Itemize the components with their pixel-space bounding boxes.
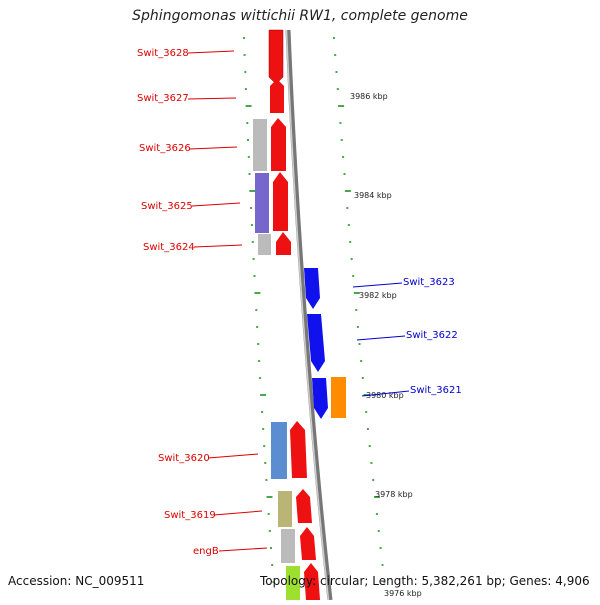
scale-label: 3982 kbp (359, 291, 397, 300)
gene-label[interactable]: Swit_3621 (410, 385, 462, 396)
gene-swit-3622[interactable] (307, 314, 325, 372)
gene-bottom-partial (286, 563, 320, 600)
scale-label: 3984 kbp (354, 191, 392, 200)
gene-swit-3627[interactable] (270, 79, 284, 113)
gene-label[interactable]: Swit_3622 (406, 330, 458, 341)
genome-backbone (285, 29, 333, 601)
gene-swit-3628[interactable] (268, 29, 284, 85)
accession-text: Accession: NC_009511 (8, 574, 145, 588)
left-gene-labels: Swit_3628 Swit_3627 Swit_3626 Swit_3625 … (137, 48, 268, 557)
scale-ruler (333, 37, 386, 583)
scale-label: 3980 kbp (366, 391, 404, 400)
scale-label: 3986 kbp (350, 92, 388, 101)
gene-label[interactable]: Swit_3620 (158, 453, 210, 464)
gene-swit-3623[interactable] (304, 268, 320, 309)
gene-swit-3626[interactable] (253, 118, 286, 171)
gene-engB[interactable] (281, 527, 316, 563)
left-guide-dots (243, 37, 275, 583)
gene-swit-3621[interactable] (312, 377, 346, 419)
right-gene-labels: Swit_3623 Swit_3622 Swit_3621 (352, 277, 462, 397)
gene-swit-3624[interactable] (258, 232, 291, 255)
scale-label: 3976 kbp (384, 589, 422, 598)
map-title: Sphingomonas wittichii RW1, complete gen… (132, 8, 468, 24)
gene-label[interactable]: Swit_3626 (139, 143, 191, 154)
gene-label[interactable]: Swit_3628 (137, 48, 189, 59)
gene-swit-3620[interactable] (271, 421, 307, 479)
gene-label[interactable]: Swit_3623 (403, 277, 455, 288)
topology-text: Topology: circular; Length: 5,382,261 bp… (260, 574, 590, 588)
gene-swit-3625[interactable] (255, 172, 288, 233)
gene-label[interactable]: Swit_3624 (143, 242, 195, 253)
gene-swit-3619[interactable] (278, 489, 312, 527)
gene-label[interactable]: engB (193, 546, 219, 557)
scale-label: 3978 kbp (375, 490, 413, 499)
gene-label[interactable]: Swit_3627 (137, 93, 189, 104)
genome-backbone-highlight (285, 29, 330, 601)
gene-label[interactable]: Swit_3619 (164, 510, 216, 521)
gene-label[interactable]: Swit_3625 (141, 201, 193, 212)
